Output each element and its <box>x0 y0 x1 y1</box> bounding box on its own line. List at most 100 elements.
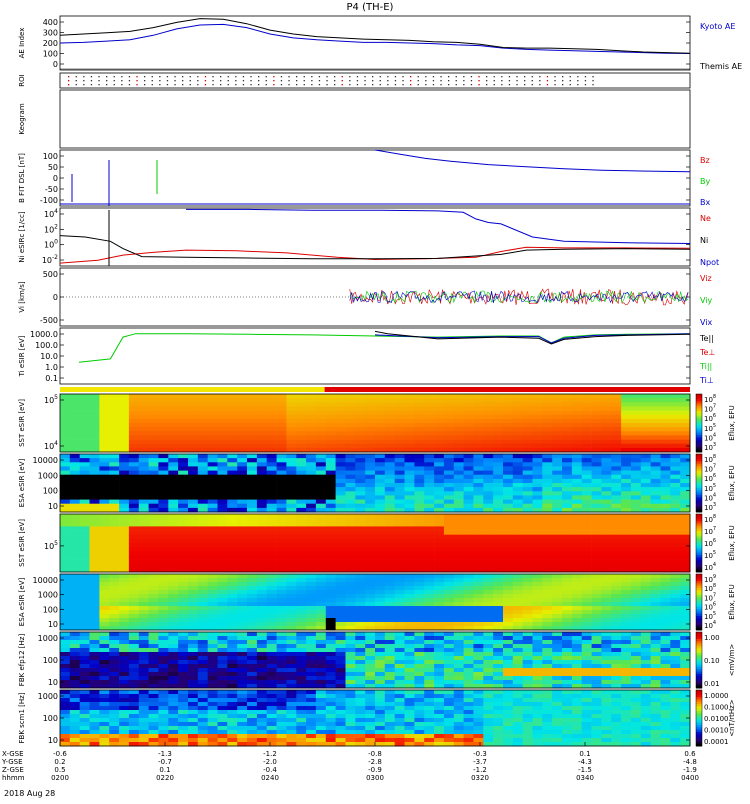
spec-cell <box>572 466 582 471</box>
spec-cell <box>444 504 454 509</box>
spec-cell <box>158 656 168 660</box>
spec-cell <box>257 526 267 531</box>
spec-cell <box>149 491 159 496</box>
spec-cell <box>385 636 395 640</box>
spec-cell <box>464 551 474 556</box>
spec-cell <box>483 598 493 602</box>
roi-dot <box>425 84 426 85</box>
spec-cell <box>306 406 316 411</box>
roi-dot <box>288 80 289 81</box>
spec-cell <box>444 406 454 411</box>
spec-cell <box>247 406 257 411</box>
spec-cell <box>247 680 257 684</box>
roi-dot <box>501 80 502 81</box>
spec-cell <box>601 475 611 480</box>
spec-cell <box>188 578 198 582</box>
spec-cell <box>60 466 70 471</box>
spec-cell <box>592 622 602 626</box>
spec-cell <box>454 406 464 411</box>
spec-cell <box>70 444 80 449</box>
spec-cell <box>631 427 641 432</box>
spec-cell <box>60 411 70 416</box>
spec-cell <box>661 594 671 598</box>
spec-cell <box>99 578 109 582</box>
spec-cell <box>277 636 287 640</box>
spec-cell <box>139 487 149 492</box>
spec-cell <box>188 411 198 416</box>
spec-cell <box>651 636 661 640</box>
spec-cell <box>237 547 247 552</box>
spec-cell <box>651 531 661 536</box>
spec-cell <box>70 419 80 424</box>
spec-cell <box>326 483 336 488</box>
spec-cell <box>464 444 474 449</box>
spec-cell <box>80 535 90 540</box>
roi-dot <box>68 80 69 81</box>
spec-cell <box>227 504 237 509</box>
ytick-label: 104 <box>44 208 58 219</box>
spec-cell <box>267 526 277 531</box>
spec-cell <box>365 415 375 420</box>
series-line-black <box>60 19 690 54</box>
spec-cell <box>326 656 336 660</box>
spec-cell <box>454 586 464 590</box>
spec-cell <box>592 632 602 636</box>
spec-cell <box>651 606 661 610</box>
spec-cell <box>631 500 641 505</box>
spec-cell <box>503 444 513 449</box>
spec-cell <box>483 402 493 407</box>
roi-dot <box>296 84 297 85</box>
spec-cell <box>513 394 523 399</box>
spec-cell <box>670 444 680 449</box>
spec-cell <box>188 466 198 471</box>
roi-dot <box>585 84 586 85</box>
spec-cell <box>533 535 543 540</box>
spec-cell <box>542 419 552 424</box>
spec-cell <box>464 500 474 505</box>
spec-cell <box>454 555 464 560</box>
spec-cell <box>355 668 365 672</box>
spec-cell <box>198 495 208 500</box>
spec-cell <box>178 574 188 578</box>
spec-cell <box>641 471 651 476</box>
spec-cell <box>247 622 257 626</box>
spec-cell <box>582 590 592 594</box>
spec-cell <box>198 398 208 403</box>
spec-cell <box>611 594 621 598</box>
spec-cell <box>336 435 346 440</box>
spec-cell <box>375 427 385 432</box>
spec-cell <box>355 680 365 684</box>
spec-cell <box>227 394 237 399</box>
spec-cell <box>454 622 464 626</box>
spec-cell <box>90 598 100 602</box>
panel-keogram: Keogram <box>18 90 690 148</box>
spec-cell <box>611 606 621 610</box>
spec-cell <box>493 543 503 548</box>
spec-cell <box>385 462 395 467</box>
spec-cell <box>178 431 188 436</box>
spec-cell <box>365 660 375 664</box>
spec-cell <box>542 551 552 556</box>
roi-dot <box>509 80 510 81</box>
spec-cell <box>542 500 552 505</box>
spec-cell <box>109 656 119 660</box>
spec-cell <box>109 427 119 432</box>
roi-dot <box>212 76 213 77</box>
spec-cell <box>346 518 356 523</box>
spec-cell <box>533 668 543 672</box>
spec-cell <box>582 458 592 463</box>
spec-cell <box>601 574 611 578</box>
spec-cell <box>355 402 365 407</box>
spec-cell <box>149 479 159 484</box>
spec-cell <box>227 547 237 552</box>
spec-cell <box>178 598 188 602</box>
spec-cell <box>237 394 247 399</box>
spec-cell <box>336 640 346 644</box>
spec-cell <box>326 652 336 656</box>
spec-cell <box>336 531 346 536</box>
spec-cell <box>533 411 543 416</box>
spec-cell <box>454 535 464 540</box>
spec-cell <box>90 574 100 578</box>
spec-cell <box>70 454 80 459</box>
